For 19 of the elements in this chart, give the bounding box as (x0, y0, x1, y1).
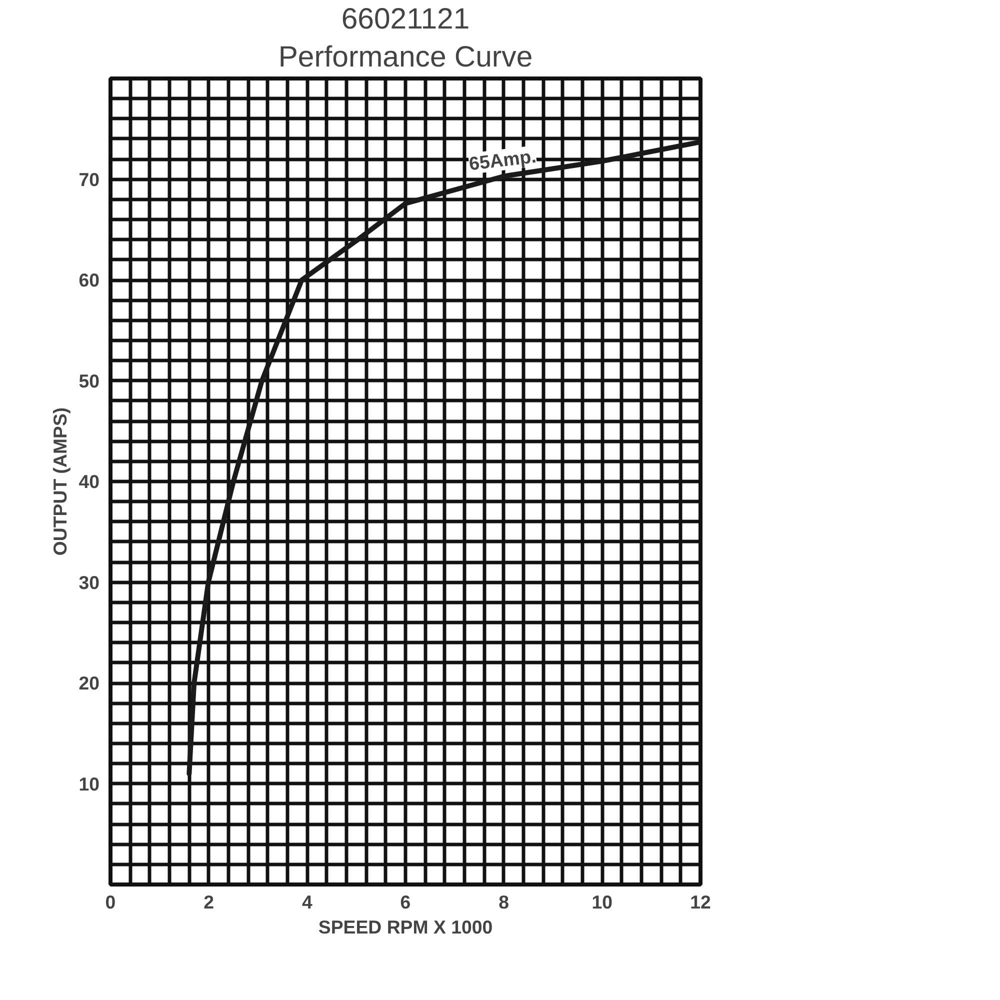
x-tick-label: 2 (204, 892, 214, 912)
x-tick-label: 0 (105, 892, 116, 912)
x-tick-label: 10 (592, 892, 613, 912)
annotation: 65Amp. (468, 145, 538, 174)
y-tick-label: 50 (78, 370, 100, 392)
y-tick-label: 20 (78, 672, 100, 694)
x-tick-label: 8 (498, 892, 510, 912)
y-tick-label: 30 (78, 572, 100, 593)
x-tick-label: 4 (302, 892, 313, 912)
y-tick-label: 60 (78, 270, 100, 290)
y-axis-title: OUTPUT (AMPS) (50, 407, 71, 556)
y-tick-label: 10 (78, 773, 100, 794)
x-tick-label: 6 (400, 892, 411, 912)
x-axis-title: SPEED RPM X 1000 (318, 916, 493, 938)
x-tick-label: 12 (690, 892, 711, 912)
y-tick-label: 40 (78, 471, 100, 492)
chart-title: 66021121 (341, 2, 470, 36)
chart-subtitle: Performance Curve (278, 40, 533, 74)
y-tick-label: 70 (78, 168, 100, 190)
